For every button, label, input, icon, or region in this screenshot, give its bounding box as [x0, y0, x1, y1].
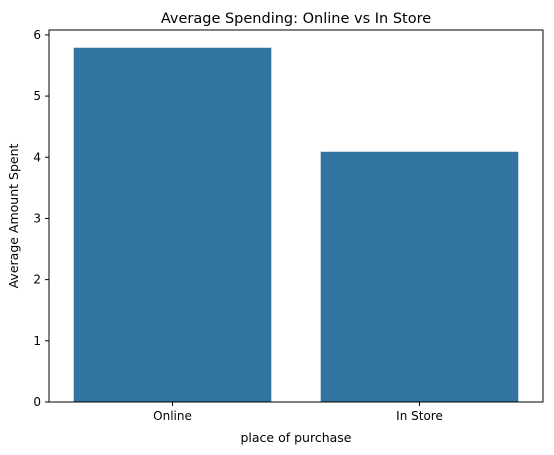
- y-tick-label: 0: [33, 395, 41, 409]
- y-tick-label: 1: [33, 334, 41, 348]
- y-axis-label: Average Amount Spent: [6, 144, 21, 289]
- y-tick-label: 3: [33, 211, 41, 225]
- chart-title: Average Spending: Online vs In Store: [161, 11, 431, 27]
- y-tick-label: 5: [33, 89, 41, 103]
- y-tick-label: 2: [33, 273, 41, 287]
- bar-online: [73, 47, 272, 403]
- y-tick-label: 6: [33, 28, 41, 42]
- x-tick-label: In Store: [396, 409, 443, 423]
- x-axis: Online In Store: [153, 402, 443, 423]
- plot-frame: [48, 29, 544, 403]
- x-tick-label: Online: [153, 409, 192, 423]
- bars-group: [73, 47, 519, 403]
- x-axis-label: place of purchase: [240, 430, 351, 445]
- bar-in-store: [320, 151, 519, 402]
- y-tick-label: 4: [33, 150, 41, 164]
- y-axis: 0 1 2 3 4 5 6: [33, 28, 49, 409]
